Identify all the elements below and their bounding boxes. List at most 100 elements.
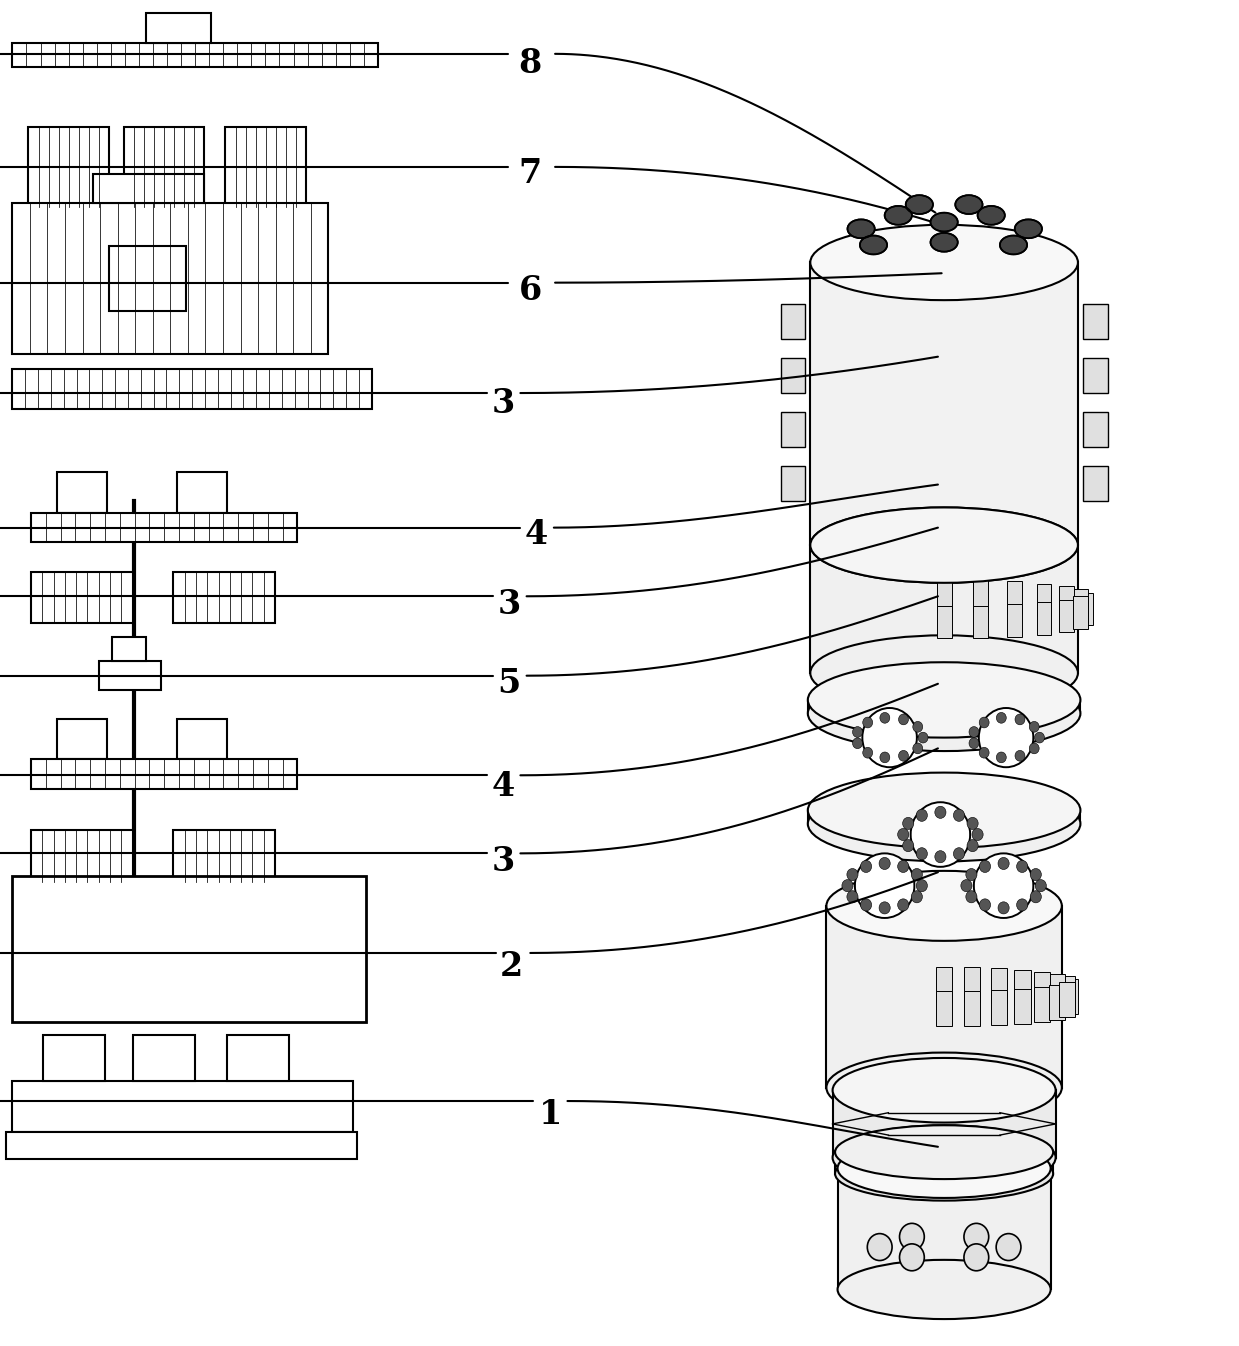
- Ellipse shape: [860, 236, 887, 254]
- Bar: [12, 876, 366, 1022]
- Bar: [124, 127, 204, 207]
- Bar: [810, 262, 1078, 545]
- Circle shape: [913, 743, 923, 754]
- Bar: [225, 127, 306, 207]
- Circle shape: [900, 1244, 924, 1271]
- Bar: [31, 513, 297, 542]
- Circle shape: [878, 857, 890, 870]
- Bar: [1058, 983, 1074, 1018]
- Text: 3: 3: [492, 388, 514, 420]
- Bar: [937, 606, 952, 638]
- Ellipse shape: [826, 1053, 1062, 1123]
- Bar: [838, 1168, 1051, 1289]
- Circle shape: [979, 899, 991, 911]
- Bar: [227, 1035, 289, 1081]
- Bar: [1083, 358, 1108, 393]
- Ellipse shape: [930, 233, 958, 252]
- Bar: [1078, 592, 1093, 625]
- Circle shape: [1016, 899, 1028, 911]
- Circle shape: [1030, 743, 1040, 754]
- Circle shape: [916, 809, 927, 821]
- Bar: [28, 127, 109, 207]
- Bar: [31, 830, 133, 882]
- Ellipse shape: [930, 213, 958, 232]
- Text: 2: 2: [501, 950, 523, 983]
- Circle shape: [996, 1233, 1021, 1260]
- Circle shape: [880, 712, 890, 723]
- Circle shape: [979, 717, 989, 728]
- Ellipse shape: [810, 635, 1078, 711]
- Circle shape: [916, 880, 927, 891]
- Bar: [146, 13, 211, 43]
- Ellipse shape: [810, 507, 1078, 583]
- Bar: [781, 358, 805, 393]
- Circle shape: [1035, 732, 1044, 743]
- Ellipse shape: [808, 662, 1080, 738]
- Circle shape: [913, 721, 923, 732]
- Circle shape: [979, 747, 989, 758]
- Bar: [1083, 412, 1108, 447]
- Circle shape: [867, 1233, 892, 1260]
- Text: 3: 3: [498, 588, 520, 621]
- Bar: [133, 1035, 195, 1081]
- Bar: [1049, 975, 1066, 1010]
- Ellipse shape: [808, 786, 1080, 861]
- Circle shape: [916, 848, 927, 860]
- Text: 3: 3: [492, 845, 514, 878]
- Circle shape: [862, 717, 872, 728]
- Circle shape: [966, 891, 978, 903]
- Bar: [173, 572, 275, 623]
- Bar: [826, 906, 1062, 1088]
- Bar: [964, 991, 980, 1026]
- Circle shape: [903, 817, 914, 829]
- Bar: [12, 1081, 353, 1132]
- Circle shape: [918, 732, 928, 743]
- Circle shape: [841, 880, 852, 891]
- Circle shape: [964, 1244, 989, 1271]
- Circle shape: [979, 708, 1033, 767]
- Circle shape: [847, 868, 859, 880]
- Bar: [835, 1152, 1053, 1174]
- Circle shape: [911, 891, 922, 903]
- Circle shape: [1030, 891, 1041, 903]
- Text: 5: 5: [498, 668, 520, 700]
- Bar: [12, 43, 378, 67]
- Bar: [173, 830, 275, 882]
- Bar: [1059, 599, 1074, 631]
- Circle shape: [860, 899, 871, 911]
- Circle shape: [966, 868, 978, 880]
- Circle shape: [898, 751, 908, 762]
- Bar: [57, 472, 107, 513]
- Bar: [31, 759, 297, 789]
- Ellipse shape: [833, 1125, 1056, 1190]
- Circle shape: [855, 853, 914, 918]
- Text: 8: 8: [519, 47, 541, 79]
- Circle shape: [878, 902, 890, 914]
- Bar: [1007, 604, 1022, 637]
- Ellipse shape: [833, 1058, 1056, 1123]
- Bar: [974, 606, 989, 638]
- Text: 1: 1: [539, 1098, 561, 1131]
- Circle shape: [897, 828, 909, 840]
- Bar: [1035, 987, 1051, 1022]
- Bar: [1037, 602, 1052, 634]
- Circle shape: [996, 752, 1006, 763]
- Circle shape: [880, 752, 890, 763]
- Bar: [1059, 587, 1074, 619]
- Circle shape: [961, 880, 973, 891]
- Bar: [1083, 304, 1108, 339]
- Circle shape: [996, 712, 1006, 723]
- Ellipse shape: [838, 1139, 1051, 1198]
- Circle shape: [966, 840, 978, 852]
- Circle shape: [1030, 868, 1041, 880]
- Bar: [1015, 969, 1031, 1004]
- Circle shape: [897, 899, 909, 911]
- Ellipse shape: [810, 507, 1078, 583]
- Bar: [1035, 972, 1051, 1007]
- Circle shape: [852, 738, 862, 748]
- Circle shape: [860, 860, 871, 872]
- Bar: [991, 991, 1007, 1026]
- Circle shape: [852, 727, 862, 738]
- Circle shape: [911, 868, 922, 880]
- Ellipse shape: [826, 871, 1062, 941]
